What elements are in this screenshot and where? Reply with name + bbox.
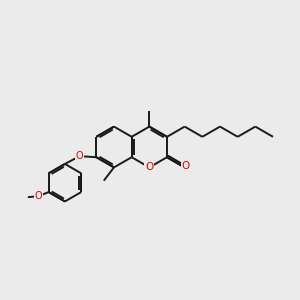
Text: O: O: [76, 151, 83, 161]
Text: O: O: [182, 161, 190, 172]
Text: O: O: [145, 162, 154, 172]
Text: O: O: [35, 191, 42, 201]
